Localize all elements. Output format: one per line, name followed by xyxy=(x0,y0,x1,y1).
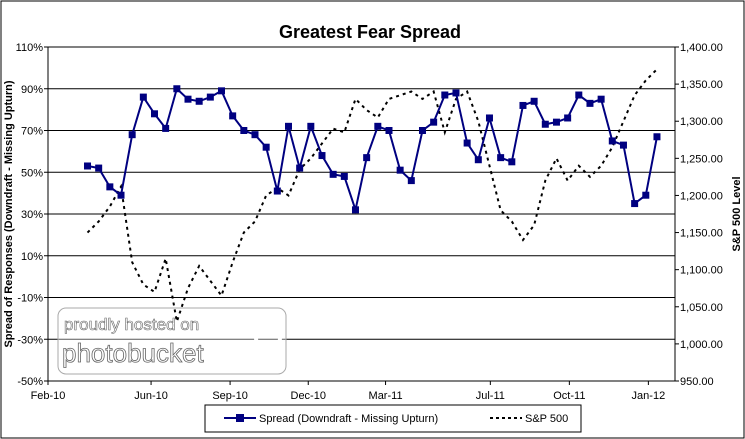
y-tick-label: 90% xyxy=(21,84,43,96)
spread-marker xyxy=(351,206,359,214)
spread-marker xyxy=(407,177,415,185)
spread-marker xyxy=(95,164,103,172)
spread-marker xyxy=(284,122,292,130)
spread-marker xyxy=(262,143,270,151)
y-tick-label: 70% xyxy=(21,126,43,138)
y2-tick-label: 1,050.00 xyxy=(680,302,723,314)
spread-marker xyxy=(541,120,549,128)
x-tick-label: Jun-10 xyxy=(134,390,168,402)
spread-marker xyxy=(441,91,449,99)
legend-spread-marker xyxy=(236,414,244,422)
spread-marker xyxy=(117,191,125,199)
y2-tick-label: 1,300.00 xyxy=(680,116,723,128)
spread-marker xyxy=(463,139,471,147)
spread-marker xyxy=(229,112,237,120)
y-tick-label: 30% xyxy=(21,209,43,221)
spread-marker xyxy=(452,89,460,97)
y2-tick-label: 1,150.00 xyxy=(680,228,723,240)
spread-marker xyxy=(84,162,92,170)
spread-marker xyxy=(385,127,393,134)
x-tick-label: Jan-12 xyxy=(632,390,666,402)
x-tick-label: Oct-11 xyxy=(553,390,585,402)
y-tick-label: -50% xyxy=(17,376,43,388)
y-tick-label: 10% xyxy=(21,251,43,263)
spread-marker xyxy=(608,137,616,145)
spread-marker xyxy=(296,164,304,172)
spread-marker xyxy=(396,166,404,174)
legend-sp500-label: S&P 500 xyxy=(525,413,568,425)
spread-marker xyxy=(430,118,438,126)
spread-marker xyxy=(597,95,605,103)
spread-marker xyxy=(340,172,348,180)
spread-marker xyxy=(307,122,315,130)
spread-marker xyxy=(195,97,203,105)
svg-text:photobucket: photobucket xyxy=(62,338,204,368)
x-tick-label: Dec-10 xyxy=(291,390,326,402)
spread-marker xyxy=(497,154,505,162)
spread-marker xyxy=(530,97,538,105)
spread-line xyxy=(87,86,658,214)
y-axis-title-line: Spread of Responses (Downdraft - Missing… xyxy=(3,80,15,347)
spread-marker xyxy=(418,127,426,134)
spread-marker xyxy=(217,87,225,95)
spread-marker xyxy=(139,93,147,101)
y-tick-label: -10% xyxy=(17,293,43,305)
spread-marker xyxy=(653,133,661,141)
x-tick-label: Feb-10 xyxy=(31,390,66,402)
y2-axis-title: S&P 500 Level xyxy=(731,176,743,251)
y-tick-label: 50% xyxy=(21,167,43,179)
spread-marker xyxy=(363,154,371,162)
spread-marker xyxy=(374,122,382,130)
spread-marker xyxy=(206,93,214,101)
y-tick-label: 110% xyxy=(16,42,44,54)
spread-marker xyxy=(240,127,248,134)
photobucket-watermark: proudly hosted on photobucket xyxy=(57,307,287,375)
legend: Spread (Downdraft - Missing Upturn) S&P … xyxy=(204,404,582,433)
spread-marker xyxy=(519,101,527,109)
x-tick-label: Jul-11 xyxy=(476,390,505,402)
spread-marker xyxy=(329,170,337,178)
x-tick-label: Sep-10 xyxy=(212,390,247,402)
spread-marker xyxy=(642,191,650,199)
spread-marker xyxy=(273,187,281,195)
y2-tick-label: 950.00 xyxy=(680,376,714,388)
chart-title: Greatest Fear Spread xyxy=(279,22,461,42)
spread-marker xyxy=(162,124,170,132)
spread-marker xyxy=(575,91,583,99)
spread-marker xyxy=(151,110,159,118)
y2-tick-label: 1,400.00 xyxy=(680,42,723,54)
spread-marker xyxy=(474,156,482,164)
y2-tick-label: 1,200.00 xyxy=(680,190,723,202)
spread-marker xyxy=(251,131,259,139)
spread-marker xyxy=(318,152,326,160)
spread-marker xyxy=(128,131,136,139)
spread-marker xyxy=(485,114,493,122)
spread-marker xyxy=(508,158,516,166)
y2-tick-label: 1,000.00 xyxy=(680,339,723,351)
y2-tick-label: 1,100.00 xyxy=(680,265,723,277)
y-axis-title: Spread of Responses (Downdraft - Missing… xyxy=(3,80,15,347)
legend-spread-label: Spread (Downdraft - Missing Upturn) xyxy=(259,413,438,425)
sp500-line xyxy=(86,68,658,322)
x-tick-label: Mar-11 xyxy=(369,390,403,402)
spread-marker xyxy=(586,99,594,107)
y2-tick-label: 1,350.00 xyxy=(680,79,723,91)
y-tick-label: -30% xyxy=(17,334,43,346)
spread-marker xyxy=(564,114,572,122)
spread-marker xyxy=(619,141,627,149)
spread-marker xyxy=(106,183,114,191)
spread-marker xyxy=(631,200,639,208)
y2-tick-label: 1,250.00 xyxy=(680,153,723,165)
spread-marker xyxy=(184,95,192,103)
spread-marker xyxy=(552,118,560,126)
svg-text:proudly hosted on: proudly hosted on xyxy=(64,315,199,334)
spread-marker xyxy=(173,85,181,93)
